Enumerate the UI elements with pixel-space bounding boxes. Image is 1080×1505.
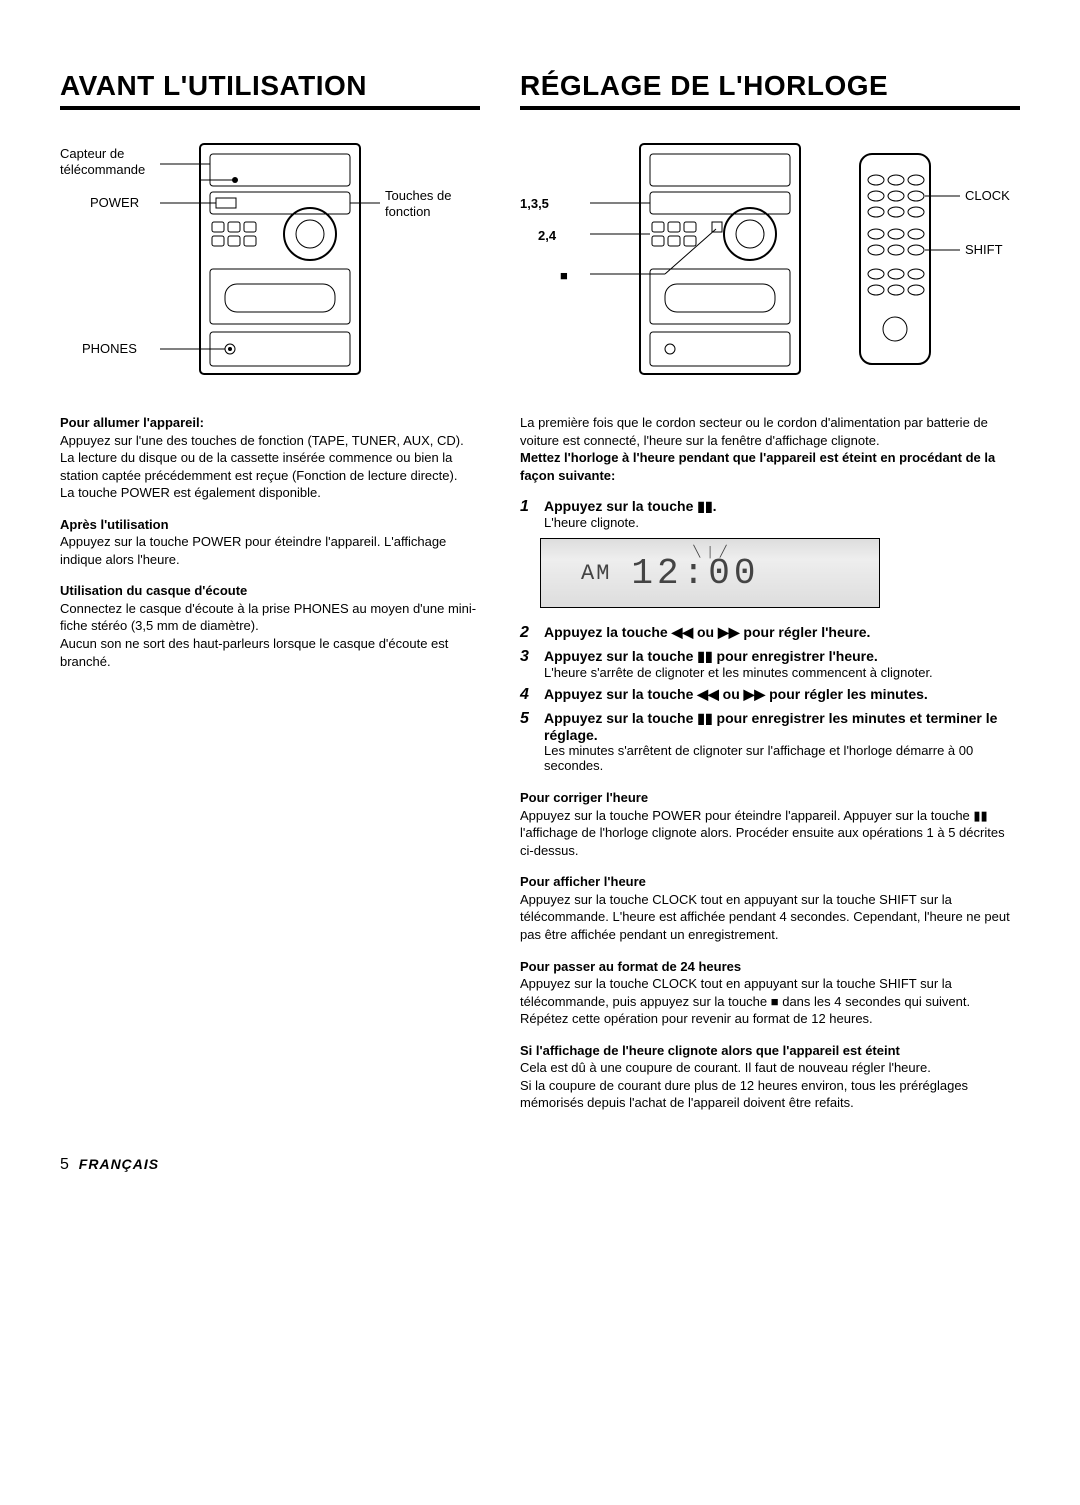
step-3: 3 Appuyez sur la touche ▮▮ pour enregist… — [520, 648, 1020, 680]
p5-a: Appuyez sur la touche CLOCK tout en appu… — [520, 892, 1010, 942]
lcd-am: AM — [581, 561, 611, 586]
label-clock: CLOCK — [965, 188, 1010, 203]
right-column: RÉGLAGE DE L'HORLOGE — [520, 70, 1020, 1126]
p1-a: Appuyez sur l'une des touches de fonctio… — [60, 433, 464, 448]
p2-head: Après l'utilisation — [60, 516, 480, 534]
left-column: AVANT L'UTILISATION — [60, 70, 480, 1126]
p7-a: Cela est dû à une coupure de courant. Il… — [520, 1060, 931, 1075]
step5-num: 5 — [520, 710, 536, 773]
label-power: POWER — [90, 195, 139, 210]
right-p7: Si l'affichage de l'heure clignote alors… — [520, 1042, 1020, 1112]
p7-b: Si la coupure de courant dure plus de 12… — [520, 1078, 968, 1111]
step2-num: 2 — [520, 624, 536, 642]
label-capteur-1: Capteur de — [60, 146, 124, 161]
intro-b: Mettez l'horloge à l'heure pendant que l… — [520, 450, 995, 483]
step3-title: Appuyez sur la touche ▮▮ pour enregistre… — [544, 648, 1020, 665]
p1-b: La lecture du disque ou de la cassette i… — [60, 450, 457, 483]
lcd-time: 12:00 — [631, 553, 759, 594]
left-p3: Utilisation du casque d'écoute Connectez… — [60, 582, 480, 670]
step1-title: Appuyez sur la touche ▮▮. — [544, 498, 1020, 515]
p3-b: Aucun son ne sort des haut-parleurs lors… — [60, 636, 448, 669]
label-capteur-2: télécommande — [60, 162, 145, 177]
intro-a: La première fois que le cordon secteur o… — [520, 415, 988, 448]
label-touches-1: Touches de — [385, 188, 452, 203]
right-p5: Pour afficher l'heure Appuyez sur la tou… — [520, 873, 1020, 943]
p6-head: Pour passer au format de 24 heures — [520, 958, 1020, 976]
left-p2: Après l'utilisation Appuyez sur la touch… — [60, 516, 480, 569]
step1-sub: L'heure clignote. — [544, 515, 1020, 530]
left-p1: Pour allumer l'appareil: Appuyez sur l'u… — [60, 414, 480, 502]
p6-a: Appuyez sur la touche CLOCK tout en appu… — [520, 976, 970, 1026]
step-4: 4 Appuyez sur la touche ◀◀ ou ▶▶ pour ré… — [520, 686, 1020, 704]
right-intro: La première fois que le cordon secteur o… — [520, 414, 1020, 484]
page-lang: FRANÇAIS — [79, 1156, 159, 1172]
label-stop: ■ — [560, 268, 568, 283]
steps-list: 1 Appuyez sur la touche ▮▮. L'heure clig… — [520, 498, 1020, 773]
step1-num: 1 — [520, 498, 536, 530]
p5-head: Pour afficher l'heure — [520, 873, 1020, 891]
page-footer: 5 FRANÇAIS — [60, 1156, 1020, 1174]
step4-title: Appuyez sur la touche ◀◀ ou ▶▶ pour régl… — [544, 686, 1020, 703]
step-2: 2 Appuyez la touche ◀◀ ou ▶▶ pour régler… — [520, 624, 1020, 642]
p4-head: Pour corriger l'heure — [520, 789, 1020, 807]
p3-a: Connectez le casque d'écoute à la prise … — [60, 601, 476, 634]
step-1: 1 Appuyez sur la touche ▮▮. L'heure clig… — [520, 498, 1020, 530]
label-touches-2: fonction — [385, 204, 431, 219]
right-p4: Pour corriger l'heure Appuyez sur la tou… — [520, 789, 1020, 859]
page-number: 5 — [60, 1156, 69, 1173]
p4-a: Appuyez sur la touche POWER pour éteindr… — [520, 808, 1005, 858]
p1-head: Pour allumer l'appareil: — [60, 414, 480, 432]
p1-c: La touche POWER est également disponible… — [60, 485, 321, 500]
right-title: RÉGLAGE DE L'HORLOGE — [520, 70, 1020, 110]
left-title: AVANT L'UTILISATION — [60, 70, 480, 110]
left-diagram: Capteur de télécommande POWER PHONES Tou… — [60, 134, 480, 394]
p2-a: Appuyez sur la touche POWER pour éteindr… — [60, 534, 446, 567]
p3-head: Utilisation du casque d'écoute — [60, 582, 480, 600]
p7-head: Si l'affichage de l'heure clignote alors… — [520, 1042, 1020, 1060]
lcd-display: ╲ │ ╱ AM 12:00 — [540, 538, 880, 608]
label-shift: SHIFT — [965, 242, 1003, 257]
label-phones: PHONES — [82, 341, 137, 356]
page-columns: AVANT L'UTILISATION — [60, 70, 1020, 1126]
step3-num: 3 — [520, 648, 536, 680]
label-135: 1,3,5 — [520, 196, 549, 211]
step2-title: Appuyez la touche ◀◀ ou ▶▶ pour régler l… — [544, 624, 1020, 641]
step4-num: 4 — [520, 686, 536, 704]
right-diagram: 1,3,5 2,4 ■ CLOCK SHIFT — [520, 134, 1020, 394]
right-p6: Pour passer au format de 24 heures Appuy… — [520, 958, 1020, 1028]
step3-sub: L'heure s'arrête de clignoter et les min… — [544, 665, 1020, 680]
step-5: 5 Appuyez sur la touche ▮▮ pour enregist… — [520, 710, 1020, 773]
label-24: 2,4 — [538, 228, 557, 243]
step5-title: Appuyez sur la touche ▮▮ pour enregistre… — [544, 710, 1020, 743]
step5-sub: Les minutes s'arrêtent de clignoter sur … — [544, 743, 1020, 773]
